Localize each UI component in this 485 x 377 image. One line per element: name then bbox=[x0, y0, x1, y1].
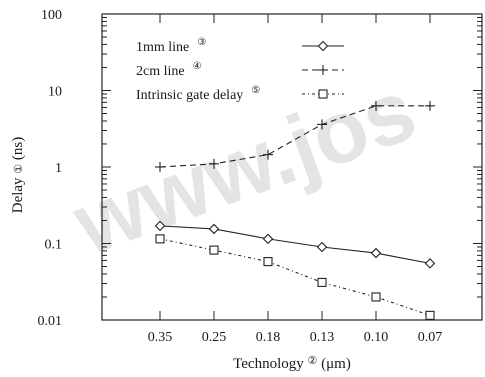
data-point bbox=[155, 162, 165, 172]
data-point bbox=[317, 277, 327, 287]
y-axis-label: Delay bbox=[10, 177, 26, 213]
legend-marker-sample bbox=[317, 40, 329, 52]
series-line bbox=[159, 105, 430, 168]
legend-label: Intrinsic gate delay ⑤ bbox=[136, 85, 260, 103]
x-tick-label: 0.18 bbox=[256, 330, 281, 345]
y-tick-label: 1 bbox=[55, 161, 62, 176]
legend-marker-sample bbox=[318, 89, 328, 99]
y-tick-label: 10 bbox=[48, 85, 62, 100]
x-axis-unit: (μm) bbox=[321, 356, 351, 372]
data-point bbox=[208, 223, 220, 235]
data-point bbox=[155, 234, 165, 244]
data-point bbox=[154, 220, 166, 232]
series-layer bbox=[154, 100, 436, 320]
x-axis: 0.35 0.25 0.18 0.13 0.10 0.07 bbox=[148, 14, 443, 345]
y-axis-label-marker: ① bbox=[13, 164, 25, 174]
data-point bbox=[425, 310, 435, 320]
legend-label-marker: ④ bbox=[193, 61, 202, 72]
y-axis: 0.01 0.1 1 10 100 bbox=[38, 8, 482, 329]
data-point bbox=[209, 158, 219, 169]
legend-marker-sample bbox=[318, 65, 328, 75]
series-line bbox=[159, 225, 431, 264]
series-1 bbox=[154, 220, 436, 269]
data-point bbox=[263, 149, 273, 160]
watermark-text: www.jos bbox=[61, 59, 428, 273]
legend-label: 2cm line ④ bbox=[136, 61, 202, 79]
y-axis-title: Delay ① (ns) bbox=[10, 137, 26, 214]
data-point bbox=[262, 233, 274, 245]
series-3 bbox=[155, 234, 435, 320]
legend-label-marker: ⑤ bbox=[251, 85, 260, 96]
legend-label: 1mm line ③ bbox=[136, 37, 206, 55]
data-point bbox=[316, 241, 328, 253]
data-point bbox=[424, 258, 436, 269]
y-tick-label: 0.1 bbox=[45, 238, 63, 253]
x-axis-title: Technology ② (μm) bbox=[233, 352, 351, 372]
y-tick-label: 100 bbox=[41, 8, 62, 23]
series-2 bbox=[155, 100, 435, 172]
data-point bbox=[425, 100, 435, 111]
x-tick-label: 0.35 bbox=[148, 330, 173, 345]
x-tick-label: 0.25 bbox=[202, 330, 227, 345]
data-point bbox=[370, 247, 382, 259]
data-point bbox=[209, 245, 219, 255]
data-point bbox=[371, 292, 381, 302]
legend: 1mm line ③ 2cm line ④ Intrinsic gate delay ⑤ bbox=[136, 37, 344, 103]
svg-text:Delay ① (ns): Delay ① (ns) bbox=[10, 137, 26, 214]
series-line bbox=[159, 238, 431, 316]
x-tick-label: 0.07 bbox=[418, 330, 443, 345]
data-point bbox=[317, 119, 327, 130]
x-axis-label: Technology bbox=[233, 356, 304, 372]
data-point bbox=[263, 257, 273, 267]
x-tick-label: 0.10 bbox=[364, 330, 389, 345]
legend-label-marker: ③ bbox=[197, 37, 206, 48]
y-axis-unit: (ns) bbox=[10, 137, 26, 160]
x-tick-label: 0.13 bbox=[310, 330, 335, 345]
y-tick-label: 0.01 bbox=[38, 314, 63, 329]
data-point bbox=[371, 100, 381, 111]
x-axis-label-marker: ② bbox=[308, 355, 318, 367]
